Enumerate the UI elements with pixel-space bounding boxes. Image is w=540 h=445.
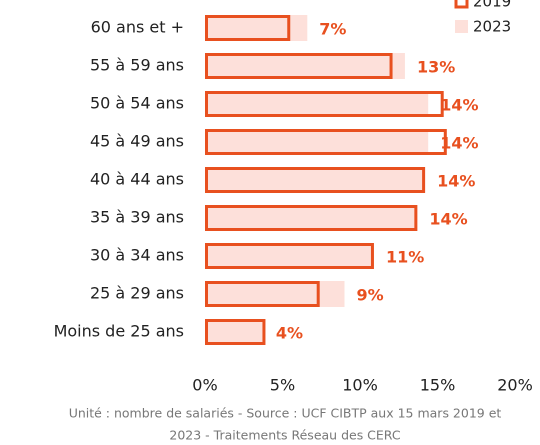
bar — [205, 129, 429, 155]
bar — [205, 243, 374, 269]
bar-outline — [205, 53, 393, 79]
source-line-2: 2023 - Traitements Réseau des CERC — [169, 428, 400, 443]
y-tick-label: Moins de 25 ans — [54, 322, 184, 341]
bar-outline — [205, 319, 266, 345]
bar — [205, 167, 426, 193]
bar-outline — [205, 205, 418, 231]
x-tick-label: 5% — [270, 376, 295, 395]
bar — [205, 91, 429, 117]
bar-outline — [205, 281, 320, 307]
bar-outline — [205, 243, 374, 269]
y-tick-label: 45 à 49 ans — [90, 132, 184, 151]
value-label: 14% — [440, 96, 478, 115]
bar-outline — [205, 15, 291, 41]
bar-outline — [205, 91, 444, 117]
bar-outline — [205, 129, 447, 155]
legend-swatch — [454, 0, 469, 9]
bar — [205, 205, 418, 231]
y-tick-label: 40 à 44 ans — [90, 170, 184, 189]
legend-label: 2019 — [473, 0, 511, 11]
x-tick-label: 10% — [342, 376, 378, 395]
y-tick-label: 50 à 54 ans — [90, 94, 184, 113]
y-tick-label: 60 ans et + — [91, 18, 184, 37]
y-tick-label: 30 à 34 ans — [90, 246, 184, 265]
value-label: 14% — [437, 172, 475, 191]
value-label: 14% — [440, 134, 478, 153]
bar — [205, 53, 405, 79]
bar — [205, 281, 345, 307]
legend-label: 2023 — [473, 18, 511, 36]
x-tick-label: 20% — [497, 376, 533, 395]
x-tick-label: 15% — [420, 376, 456, 395]
x-tick-label: 0% — [192, 376, 217, 395]
value-label: 4% — [276, 324, 303, 343]
value-label: 7% — [319, 20, 346, 39]
bar-outline — [205, 167, 426, 193]
y-tick-label: 25 à 29 ans — [90, 284, 184, 303]
value-label: 9% — [357, 286, 384, 305]
value-label: 13% — [417, 58, 455, 77]
bar — [205, 319, 264, 345]
y-tick-label: 55 à 59 ans — [90, 56, 184, 75]
y-tick-label: 35 à 39 ans — [90, 208, 184, 227]
bar — [205, 15, 308, 41]
value-label: 11% — [386, 248, 424, 267]
value-label: 14% — [429, 210, 467, 229]
legend-swatch — [455, 20, 468, 33]
source-line-1: Unité : nombre de salariés - Source : UC… — [69, 406, 502, 421]
